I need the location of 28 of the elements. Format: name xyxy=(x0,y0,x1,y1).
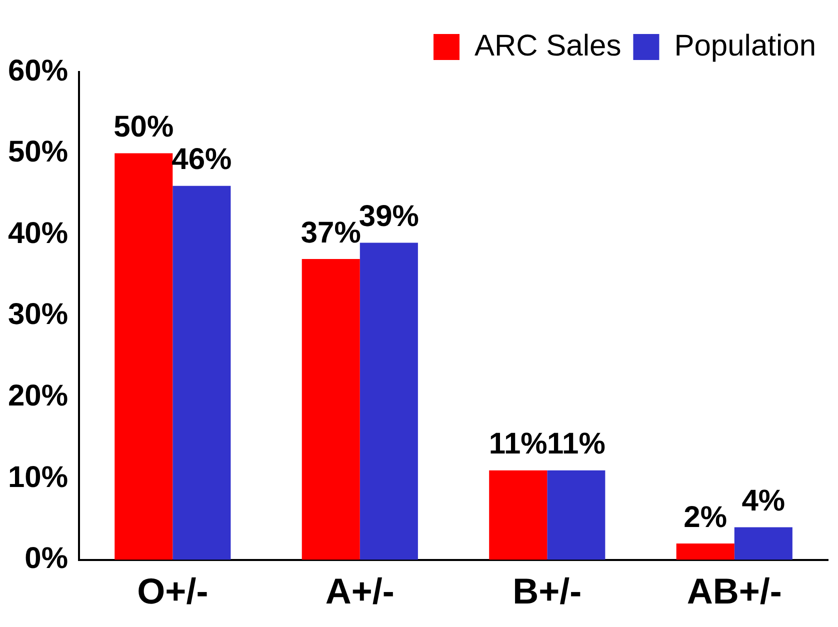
y-tick-label: 60% xyxy=(8,54,68,88)
bar xyxy=(547,470,606,560)
y-tick-label: 20% xyxy=(8,379,68,412)
legend-label: ARC Sales xyxy=(474,29,622,62)
data-label: 11% xyxy=(488,428,548,461)
data-label: 11% xyxy=(546,428,606,461)
y-tick-label: 30% xyxy=(8,298,68,332)
bar xyxy=(489,470,548,560)
x-tick-label: B+/- xyxy=(512,570,582,612)
data-label: 4% xyxy=(742,484,786,518)
y-tick-label: 10% xyxy=(8,460,68,494)
x-tick-label: A+/- xyxy=(325,570,394,612)
y-tick-label: 40% xyxy=(8,216,68,250)
data-label: 39% xyxy=(358,200,419,233)
x-tick-label: O+/- xyxy=(137,570,208,612)
y-tick-label: 50% xyxy=(8,136,68,169)
data-label: 37% xyxy=(300,216,361,250)
x-tick-label: AB+/- xyxy=(686,570,782,612)
data-label: 2% xyxy=(684,500,728,534)
bar xyxy=(114,153,173,560)
bar xyxy=(172,186,231,560)
y-tick-label: 0% xyxy=(24,542,68,576)
bar xyxy=(360,242,418,560)
bar xyxy=(676,544,734,560)
bar xyxy=(302,258,360,560)
legend-label: Population xyxy=(674,29,816,62)
bar xyxy=(734,527,792,560)
data-label: 50% xyxy=(114,110,174,144)
